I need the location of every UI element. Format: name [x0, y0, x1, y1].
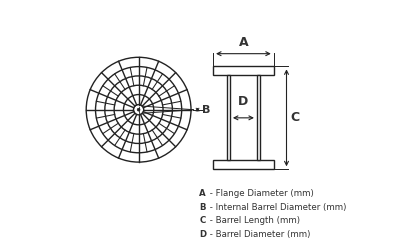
Text: C: C — [291, 111, 300, 124]
Text: - Barrel Diameter (mm): - Barrel Diameter (mm) — [207, 230, 310, 239]
Text: B: B — [202, 105, 210, 115]
Text: - Internal Barrel Diameter (mm): - Internal Barrel Diameter (mm) — [207, 203, 346, 211]
Text: A: A — [239, 36, 248, 49]
Text: - Flange Diameter (mm): - Flange Diameter (mm) — [207, 189, 313, 198]
Text: B: B — [199, 203, 206, 211]
Text: - Barrel Length (mm): - Barrel Length (mm) — [207, 216, 300, 225]
Bar — [227, 75, 230, 160]
Text: C: C — [199, 216, 206, 225]
Bar — [257, 75, 260, 160]
Bar — [213, 66, 274, 75]
Text: A: A — [199, 189, 206, 198]
Circle shape — [137, 108, 140, 111]
Text: D: D — [199, 230, 206, 239]
Text: D: D — [238, 95, 249, 108]
Bar — [213, 160, 274, 169]
